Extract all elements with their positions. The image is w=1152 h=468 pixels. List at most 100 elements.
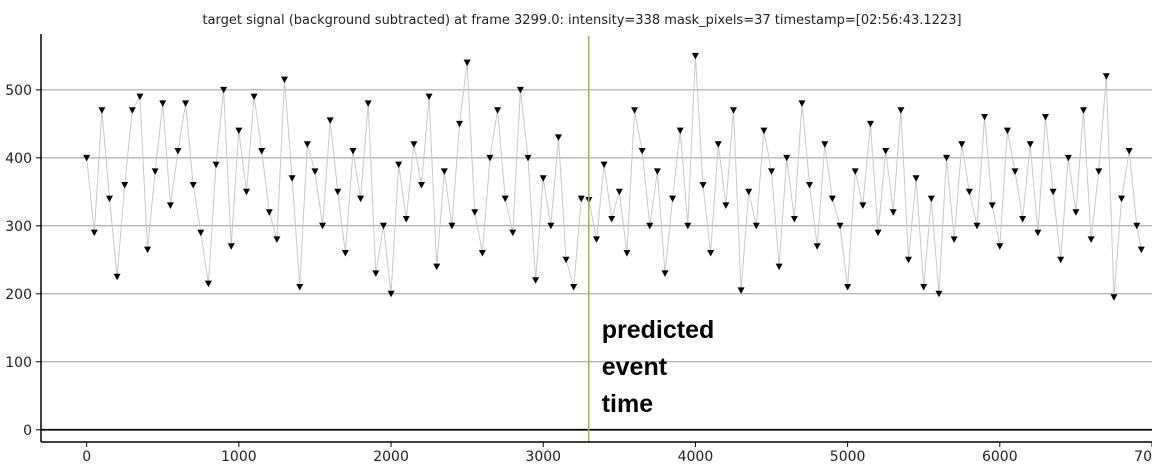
data-point: [669, 195, 677, 203]
event-label: predicted event time: [602, 316, 715, 418]
data-point: [882, 148, 890, 155]
data-point: [798, 100, 806, 107]
data-point: [950, 236, 958, 243]
data-point: [372, 270, 380, 277]
data-point: [144, 246, 152, 254]
data-point: [988, 202, 996, 209]
data-point: [813, 243, 821, 250]
data-point: [1072, 209, 1080, 216]
data-point: [128, 107, 136, 114]
data-point: [448, 222, 456, 230]
chart-title: target signal (background subtracted) at…: [202, 13, 961, 28]
data-point: [920, 283, 928, 291]
data-point: [593, 236, 600, 243]
data-point: [417, 182, 425, 189]
data-point: [577, 195, 585, 203]
data-point: [570, 283, 578, 291]
data-point: [326, 117, 334, 124]
data-point: [273, 236, 281, 243]
data-point: [296, 283, 304, 291]
data-point: [1034, 229, 1042, 237]
event-layer: predicted event time: [587, 36, 715, 442]
y-tick-label: 200: [5, 287, 32, 303]
data-point: [494, 107, 502, 114]
y-tick-label: 300: [5, 219, 32, 235]
data-point: [760, 127, 768, 135]
data-point: [90, 229, 98, 237]
data-point: [889, 209, 897, 216]
data-point: [197, 229, 205, 237]
data-point: [684, 222, 692, 230]
data-point: [965, 188, 973, 196]
data-point: [204, 280, 212, 288]
data-point: [828, 195, 836, 203]
data-point: [303, 141, 311, 148]
data-point: [212, 161, 220, 169]
data-point: [600, 161, 608, 169]
data-point: [1011, 168, 1019, 175]
data-point: [532, 277, 540, 284]
data-point: [707, 249, 715, 257]
data-point: [486, 154, 494, 162]
data-point: [874, 229, 882, 237]
event-label-line: predicted: [602, 316, 715, 344]
data-point: [501, 195, 509, 203]
data-point: [554, 134, 562, 141]
data-point: [516, 86, 524, 94]
data-point: [288, 175, 296, 182]
data-point: [1041, 114, 1049, 121]
data-point: [745, 188, 753, 196]
data-point: [958, 141, 966, 148]
data-point: [608, 216, 616, 223]
data-point: [981, 114, 989, 121]
data-point: [98, 107, 106, 114]
data-point: [105, 195, 113, 203]
data-point: [1019, 216, 1027, 223]
y-tick-label: 100: [5, 355, 32, 371]
data-point: [722, 202, 730, 209]
data-point: [349, 148, 357, 155]
data-point: [912, 175, 920, 182]
data-point: [379, 222, 387, 230]
data-point: [1118, 195, 1126, 203]
data-point: [615, 188, 623, 196]
data-point: [996, 243, 1004, 250]
data-point: [623, 249, 631, 257]
data-point: [631, 107, 639, 114]
data-point: [653, 168, 661, 175]
data-point: [151, 168, 159, 175]
data-point: [440, 168, 448, 175]
data-point: [752, 222, 760, 230]
data-point: [1137, 246, 1145, 254]
event-label-line: event: [602, 353, 668, 381]
data-point: [425, 93, 433, 101]
data-point: [265, 209, 273, 216]
data-point: [973, 222, 981, 230]
data-point: [281, 76, 289, 84]
data-point: [220, 86, 228, 94]
x-tick-label: 2000: [373, 449, 409, 465]
x-tick-label: 7000: [1134, 449, 1152, 465]
data-point: [547, 222, 555, 230]
data-point: [1125, 148, 1133, 155]
data-point: [357, 195, 365, 203]
data-point: [478, 249, 486, 257]
data-point: [836, 222, 844, 230]
data-point: [364, 100, 372, 107]
data-point: [1057, 256, 1065, 264]
data-point: [1049, 188, 1057, 196]
data-point: [768, 168, 776, 175]
data-point: [562, 256, 570, 264]
data-point: [790, 216, 798, 223]
data-point: [456, 120, 464, 128]
data-point: [1095, 168, 1103, 175]
data-point: [737, 287, 745, 294]
data-point: [844, 283, 852, 291]
data-point: [729, 107, 737, 114]
x-tick-label: 0: [82, 449, 91, 465]
series-layer: [83, 52, 1145, 301]
data-point: [866, 120, 874, 128]
data-point: [463, 59, 471, 67]
data-point: [113, 273, 121, 281]
